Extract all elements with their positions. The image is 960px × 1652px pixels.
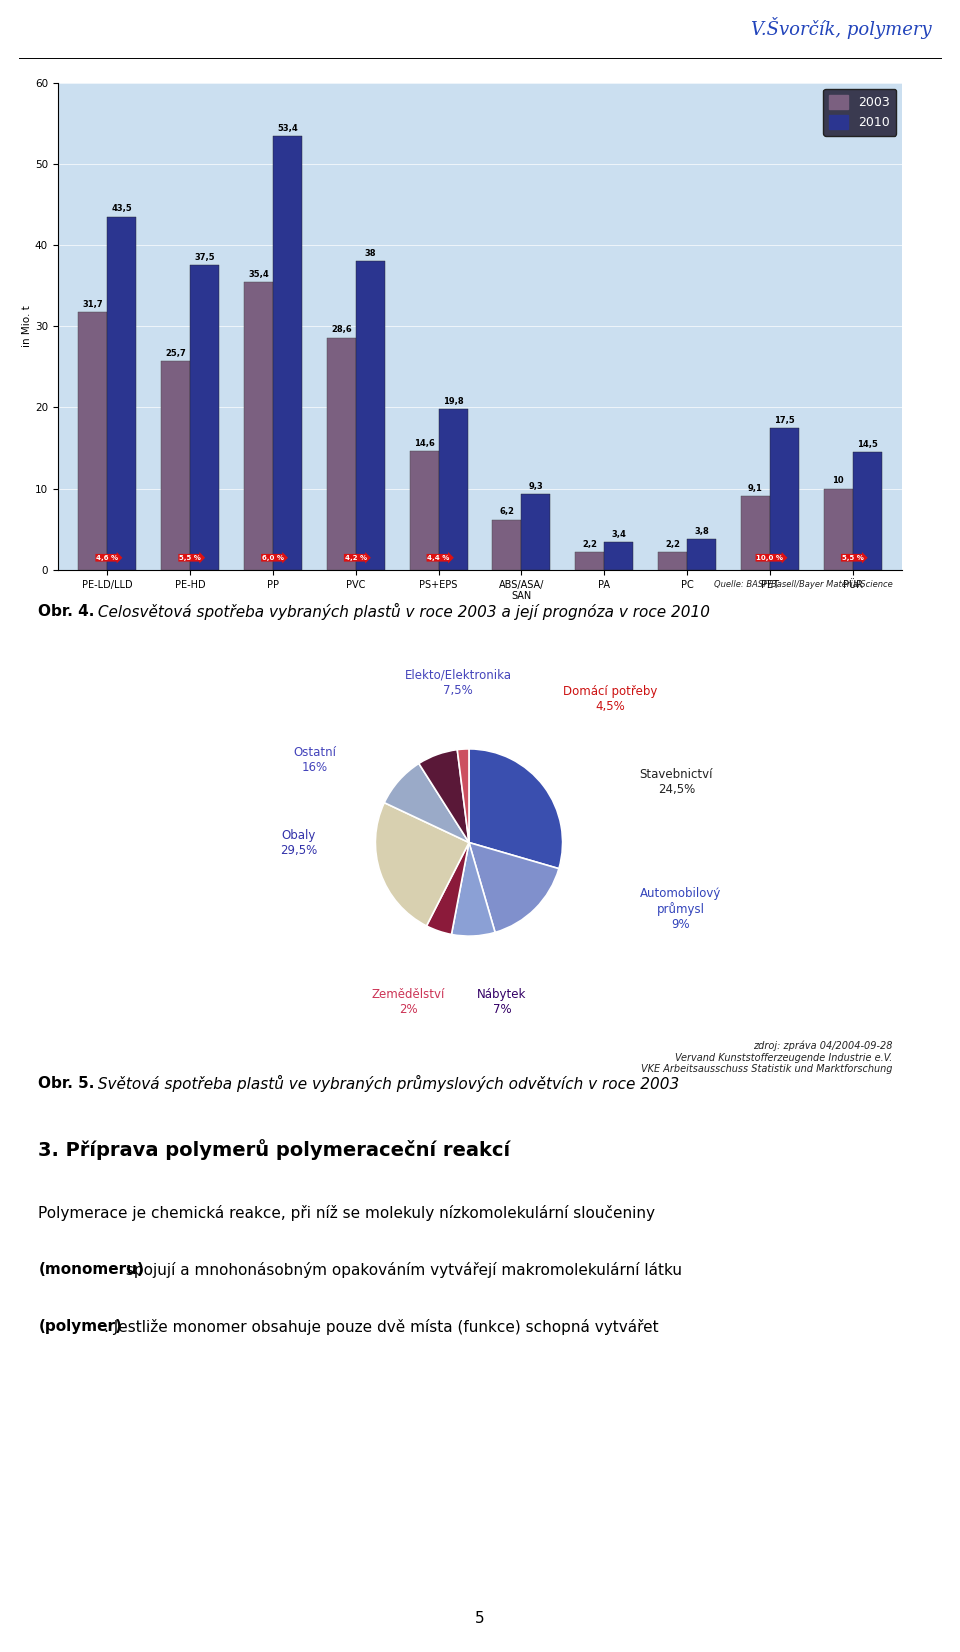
Text: Elekto/Elektronika
7,5%: Elekto/Elektronika 7,5% [404,669,512,697]
Bar [658,552,687,570]
Text: Celosvětová spotřeba vybraných plastů v roce 2003 a její prognóza v roce 2010: Celosvětová spotřeba vybraných plastů v … [93,603,710,620]
Bar [439,410,468,570]
Bar [741,496,770,570]
Bar [356,261,385,570]
Text: 4,6 %: 4,6 % [96,555,118,560]
Text: spojují a mnohonásobným opakováním vytvářejí makromolekulární látku: spojují a mnohonásobným opakováním vytvá… [121,1262,682,1277]
Text: 19,8: 19,8 [443,396,464,406]
Bar [326,337,356,570]
Text: 10,0 %: 10,0 % [756,555,783,560]
Wedge shape [419,750,469,843]
Text: 3. Příprava polymerů polymeraceční reakcí: 3. Příprava polymerů polymeraceční reakc… [38,1140,511,1160]
Wedge shape [426,843,469,935]
Text: 9,3: 9,3 [529,482,543,491]
Bar [492,520,521,570]
Text: 17,5: 17,5 [774,416,795,425]
Text: Ostatní
16%: Ostatní 16% [294,747,336,773]
Bar [687,539,716,570]
Bar [521,494,550,570]
Text: Automobilový
průmysl
9%: Automobilový průmysl 9% [639,887,721,930]
Text: Zemědělství
2%: Zemědělství 2% [372,988,445,1016]
Bar [108,216,136,570]
Text: 4,2 %: 4,2 % [345,555,367,560]
Text: 38: 38 [365,249,376,258]
Text: (polymer): (polymer) [38,1318,122,1333]
Wedge shape [451,843,495,937]
Text: Domácí potřeby
4,5%: Domácí potřeby 4,5% [563,686,657,714]
Text: Obr. 5.: Obr. 5. [38,1075,95,1092]
Wedge shape [375,803,469,925]
Wedge shape [469,748,563,869]
Text: (monomeru): (monomeru) [38,1262,144,1277]
Bar [244,282,273,570]
Text: 2,2: 2,2 [665,540,680,548]
Text: 31,7: 31,7 [83,301,103,309]
Text: 28,6: 28,6 [331,325,351,334]
Text: 14,5: 14,5 [856,439,877,449]
Bar [824,489,852,570]
Bar [273,135,302,570]
Text: Polymerace je chemická reakce, při níž se molekuly nízkomolekulární sloučeniny: Polymerace je chemická reakce, při níž s… [38,1204,656,1221]
Text: 10: 10 [832,476,844,486]
Bar [770,428,799,570]
Bar [161,362,190,570]
Wedge shape [384,763,469,843]
Text: Nábytek
7%: Nábytek 7% [477,988,527,1016]
Bar [79,312,108,570]
Text: . Jestliže monomer obsahuje pouze dvě místa (funkce) schopná vytvářet: . Jestliže monomer obsahuje pouze dvě mí… [104,1318,659,1335]
Text: 5,5 %: 5,5 % [842,555,864,560]
Bar [190,266,219,570]
Text: 35,4: 35,4 [248,271,269,279]
Bar [575,552,604,570]
Text: Quelle: BASF/Basell/Bayer MaterialScience: Quelle: BASF/Basell/Bayer MaterialScienc… [714,580,893,588]
Bar [410,451,439,570]
Text: 3,8: 3,8 [694,527,708,535]
Text: Obr. 4.: Obr. 4. [38,603,95,620]
Text: 25,7: 25,7 [165,349,186,358]
Text: 53,4: 53,4 [277,124,298,132]
Text: Stavebnictví
24,5%: Stavebnictví 24,5% [639,768,713,796]
Text: 14,6: 14,6 [414,439,435,448]
Text: 5: 5 [475,1611,485,1627]
Text: 4,4 %: 4,4 % [427,555,450,560]
Text: 43,5: 43,5 [111,205,132,213]
Text: Obaly
29,5%: Obaly 29,5% [279,829,317,856]
Text: 6,2: 6,2 [499,507,515,517]
Bar [852,453,881,570]
Text: 6,0 %: 6,0 % [262,555,284,560]
Text: 37,5: 37,5 [194,253,215,263]
Wedge shape [457,748,469,843]
Legend: 2003, 2010: 2003, 2010 [823,89,896,135]
Text: 9,1: 9,1 [748,484,763,492]
Wedge shape [469,843,559,932]
Text: Světová spotřeba plastů ve vybraných průmyslových odvětvích v roce 2003: Světová spotřeba plastů ve vybraných prů… [93,1075,680,1092]
Text: 2,2: 2,2 [583,540,597,548]
Text: 3,4: 3,4 [612,530,626,539]
Bar [604,542,634,570]
Text: 5,5 %: 5,5 % [180,555,201,560]
Text: zdroj: zpráva 04/2004-09-28
Vervand Kunststofferzeugende Industrie e.V.
VKE Arbe: zdroj: zpráva 04/2004-09-28 Vervand Kuns… [641,1041,893,1074]
Y-axis label: in Mio. t: in Mio. t [22,306,32,347]
Text: V.Švorčík, polymery: V.Švorčík, polymery [751,17,931,40]
